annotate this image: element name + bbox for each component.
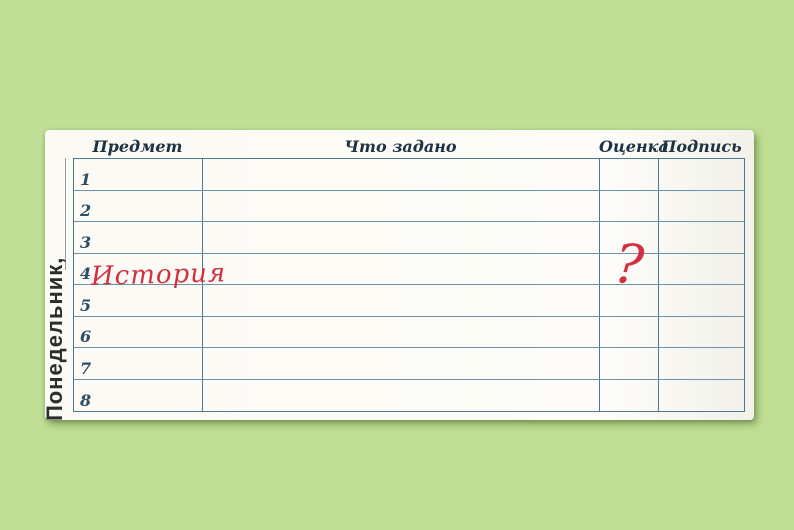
subject-cell[interactable]: 5 bbox=[74, 285, 203, 316]
table-row: 6 bbox=[74, 316, 744, 348]
grade-cell[interactable] bbox=[600, 159, 659, 190]
handwritten-subject: История bbox=[90, 258, 227, 292]
row-number: 1 bbox=[80, 169, 92, 189]
row-number: 2 bbox=[80, 201, 92, 220]
subject-cell[interactable]: 1 bbox=[74, 159, 203, 190]
signature-cell[interactable] bbox=[659, 348, 744, 379]
signature-cell[interactable] bbox=[659, 254, 744, 285]
grade-cell[interactable] bbox=[600, 190, 659, 221]
table-header-row: Предмет Что задано Оценка Подпись bbox=[73, 135, 745, 157]
homework-cell[interactable] bbox=[203, 285, 600, 316]
row-number: 4 bbox=[80, 264, 92, 283]
table-row: 1 bbox=[74, 159, 744, 191]
row-number: 5 bbox=[80, 295, 92, 315]
header-homework: Что задано bbox=[344, 137, 457, 156]
date-blank-line bbox=[65, 158, 66, 270]
grade-cell[interactable] bbox=[600, 285, 659, 316]
subject-cell[interactable]: 6 bbox=[74, 316, 203, 347]
signature-cell[interactable] bbox=[659, 191, 744, 222]
grade-cell[interactable] bbox=[600, 316, 659, 347]
table-row: 8 bbox=[74, 379, 744, 412]
homework-cell[interactable] bbox=[203, 159, 600, 190]
header-signature: Подпись bbox=[661, 137, 742, 156]
table-row: 7 bbox=[74, 348, 744, 380]
table-row-history: 4 История ? bbox=[74, 232, 744, 297]
grade-cell[interactable] bbox=[600, 348, 659, 379]
header-grade: Оценка bbox=[599, 137, 669, 156]
homework-cell[interactable] bbox=[203, 222, 600, 253]
day-label: Понедельник, bbox=[42, 256, 67, 421]
subject-cell[interactable]: 3 bbox=[74, 222, 203, 253]
signature-cell[interactable] bbox=[659, 285, 744, 316]
row-number: 3 bbox=[80, 232, 92, 252]
homework-cell[interactable] bbox=[203, 253, 600, 284]
row-number: 7 bbox=[80, 358, 92, 378]
homework-cell[interactable] bbox=[203, 316, 600, 347]
grade-question-mark[interactable]: ? bbox=[611, 231, 647, 298]
homework-cell[interactable] bbox=[203, 379, 600, 411]
header-subject: Предмет bbox=[92, 137, 183, 156]
diary-page: Понедельник, Предмет Что задано Оценка П… bbox=[42, 130, 754, 421]
homework-cell[interactable] bbox=[203, 190, 600, 221]
row-number: 8 bbox=[80, 391, 92, 410]
signature-cell[interactable] bbox=[659, 380, 744, 412]
subject-cell[interactable]: 7 bbox=[74, 348, 203, 379]
grade-cell[interactable] bbox=[600, 222, 659, 253]
lessons-table: 1 2 3 4 История bbox=[73, 158, 745, 412]
grade-cell[interactable] bbox=[600, 379, 659, 411]
table-row: 2 bbox=[74, 190, 744, 222]
subject-cell[interactable]: 8 bbox=[74, 379, 203, 411]
grade-cell[interactable]: ? bbox=[600, 232, 659, 297]
homework-cell[interactable] bbox=[203, 348, 600, 379]
table-row: 5 bbox=[74, 285, 744, 317]
table-row: 3 bbox=[74, 222, 744, 254]
signature-cell[interactable] bbox=[659, 159, 744, 190]
signature-cell[interactable] bbox=[659, 317, 744, 348]
subject-cell[interactable]: 4 История bbox=[74, 253, 227, 292]
subject-cell[interactable]: 2 bbox=[74, 190, 203, 221]
row-number: 6 bbox=[80, 327, 92, 346]
signature-cell[interactable] bbox=[659, 222, 744, 253]
